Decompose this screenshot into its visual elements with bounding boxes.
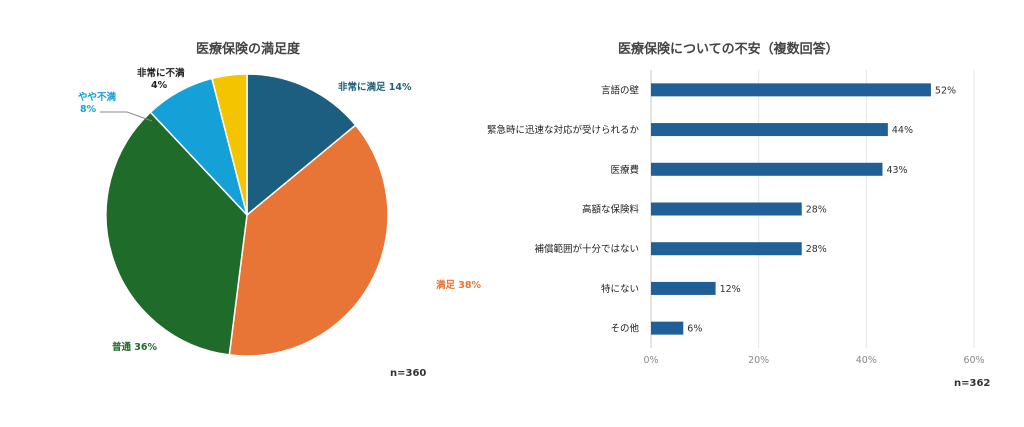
bar-value-label-1: 52% [935,85,956,96]
bar-4 [651,202,802,216]
pie-label-4-name: やや不満 [78,91,117,103]
pie-slice-1 [246,73,357,217]
pie-label-5-name: 非常に不満 [137,67,185,79]
bar-xtick-60: 60% [963,355,984,366]
bar-category-label-3: 医療費 [610,164,639,176]
pie-label-1: 非常に満足 14% [338,81,412,93]
bar-chart-title: 医療保険についての不安（複数回答） [618,42,839,57]
bar-category-label-2: 緊急時に迅速な対応が受けられるか [487,124,640,136]
bar-value-label-2: 44% [892,125,913,136]
pie-label-5-value: 4% [151,80,168,91]
bar-category-label-4: 高額な保険料 [582,204,640,216]
pie-label-3: 普通 36% [112,341,158,353]
bar-xtick-0: 0% [643,355,658,366]
bar-value-label-7: 6% [687,324,702,335]
bar-7 [651,321,684,335]
bar-xtick-20: 20% [748,355,769,366]
bar-1 [651,83,931,97]
bar-category-label-1: 言語の壁 [601,84,640,96]
pie-slice-3 [105,111,248,356]
pie-sample-size: n=360 [390,368,427,379]
bar-value-label-4: 28% [806,205,827,216]
bar-category-label-5: 補償範囲が十分ではない [534,243,639,255]
pie-label-4-value: 8% [80,104,97,115]
bar-value-label-6: 12% [720,284,741,295]
bar-value-label-3: 43% [886,165,907,176]
pie-label-2: 満足 38% [436,279,482,291]
bar-3 [651,162,883,176]
bar-category-label-6: 特にない [601,283,639,295]
bar-value-label-5: 28% [806,244,827,255]
bar-2 [651,123,888,137]
bar-xtick-40: 40% [856,355,877,366]
bar-5 [651,242,802,256]
bar-category-label-7: その他 [610,323,639,335]
pie-slice-5 [211,73,248,216]
pie-slice-2 [228,124,389,357]
bar-sample-size: n=362 [954,378,991,389]
pie-leader-line [100,111,153,122]
pie-chart-title: 医療保険の満足度 [196,42,301,57]
bar-6 [651,281,716,295]
